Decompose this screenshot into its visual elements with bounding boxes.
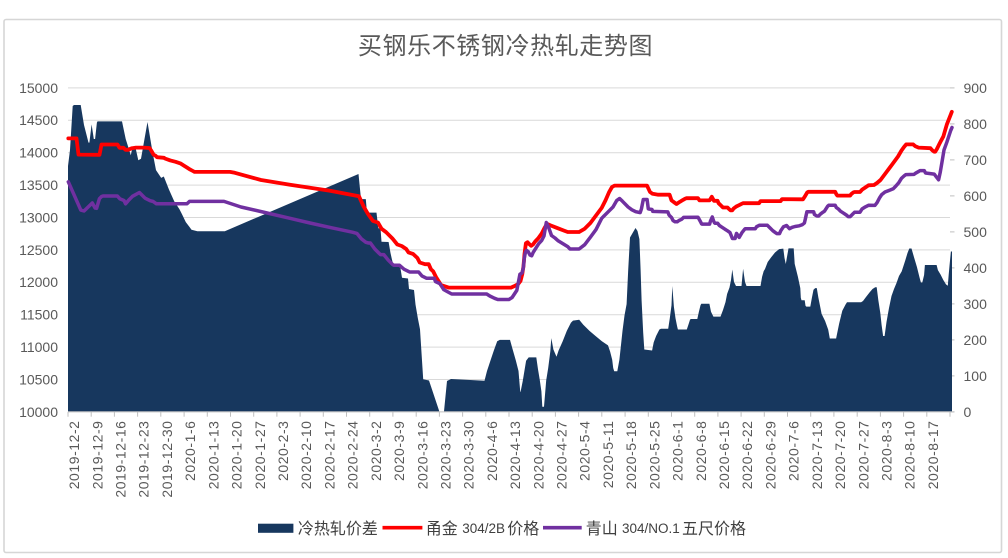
svg-text:2020-1-6: 2020-1-6 bbox=[182, 421, 198, 481]
svg-text:2020-1-13: 2020-1-13 bbox=[205, 421, 221, 490]
svg-text:14000: 14000 bbox=[19, 145, 58, 161]
svg-text:价格: 价格 bbox=[507, 520, 539, 538]
svg-text:2020-3-9: 2020-3-9 bbox=[391, 421, 407, 481]
svg-text:2019-12-16: 2019-12-16 bbox=[113, 421, 129, 498]
svg-text:15000: 15000 bbox=[19, 80, 58, 96]
svg-text:2020-5-4: 2020-5-4 bbox=[577, 421, 593, 481]
svg-text:2020-8-10: 2020-8-10 bbox=[902, 421, 918, 490]
svg-text:2020-4-13: 2020-4-13 bbox=[507, 421, 523, 490]
svg-text:2020-3-2: 2020-3-2 bbox=[368, 421, 384, 481]
svg-text:2020-3-16: 2020-3-16 bbox=[414, 421, 430, 490]
svg-text:2019-12-23: 2019-12-23 bbox=[136, 421, 152, 498]
svg-text:2020-7-27: 2020-7-27 bbox=[855, 421, 871, 490]
svg-text:2019-12-30: 2019-12-30 bbox=[159, 421, 175, 498]
svg-text:2020-8-17: 2020-8-17 bbox=[925, 421, 941, 490]
svg-text:10000: 10000 bbox=[19, 404, 58, 420]
svg-text:800: 800 bbox=[964, 116, 988, 132]
svg-text:2020-1-27: 2020-1-27 bbox=[252, 421, 268, 490]
svg-text:12000: 12000 bbox=[19, 274, 58, 290]
svg-text:2020-6-22: 2020-6-22 bbox=[739, 421, 755, 490]
svg-text:2020-4-20: 2020-4-20 bbox=[530, 421, 546, 490]
svg-text:2020-4-27: 2020-4-27 bbox=[554, 421, 570, 490]
svg-text:12500: 12500 bbox=[19, 242, 58, 258]
svg-text:304/2B: 304/2B bbox=[462, 521, 505, 536]
svg-text:11000: 11000 bbox=[20, 339, 58, 355]
svg-text:2020-2-3: 2020-2-3 bbox=[275, 421, 291, 481]
svg-text:300: 300 bbox=[964, 296, 988, 312]
svg-text:2020-2-17: 2020-2-17 bbox=[321, 421, 337, 490]
svg-text:青山: 青山 bbox=[586, 520, 618, 538]
svg-text:五尺价格: 五尺价格 bbox=[682, 520, 746, 538]
svg-text:2020-7-6: 2020-7-6 bbox=[786, 421, 802, 481]
svg-text:2020-3-30: 2020-3-30 bbox=[461, 421, 477, 490]
svg-text:600: 600 bbox=[964, 188, 988, 204]
svg-text:2020-3-23: 2020-3-23 bbox=[438, 421, 454, 490]
svg-text:500: 500 bbox=[964, 224, 988, 240]
svg-text:2020-6-15: 2020-6-15 bbox=[716, 421, 732, 490]
svg-text:13500: 13500 bbox=[19, 177, 58, 193]
svg-text:2020-5-18: 2020-5-18 bbox=[623, 421, 639, 490]
svg-text:2020-1-20: 2020-1-20 bbox=[229, 421, 245, 490]
svg-text:200: 200 bbox=[964, 332, 988, 348]
svg-text:2019-12-2: 2019-12-2 bbox=[66, 421, 82, 490]
svg-text:700: 700 bbox=[964, 152, 988, 168]
svg-text:2020-7-20: 2020-7-20 bbox=[832, 421, 848, 490]
svg-text:2020-4-6: 2020-4-6 bbox=[484, 421, 500, 481]
svg-text:11500: 11500 bbox=[20, 307, 58, 323]
svg-text:10500: 10500 bbox=[19, 371, 58, 387]
svg-text:2020-2-10: 2020-2-10 bbox=[298, 421, 314, 490]
svg-text:13000: 13000 bbox=[19, 209, 58, 225]
svg-text:2020-6-8: 2020-6-8 bbox=[693, 421, 709, 481]
svg-text:2020-6-1: 2020-6-1 bbox=[670, 421, 686, 481]
svg-text:400: 400 bbox=[964, 260, 988, 276]
svg-text:甬金: 甬金 bbox=[426, 520, 458, 538]
svg-text:买钢乐不锈钢冷热轧走势图: 买钢乐不锈钢冷热轧走势图 bbox=[358, 33, 653, 60]
svg-text:0: 0 bbox=[964, 404, 972, 420]
svg-text:100: 100 bbox=[964, 368, 988, 384]
svg-text:2020-7-13: 2020-7-13 bbox=[809, 421, 825, 490]
svg-text:2020-5-11: 2020-5-11 bbox=[600, 421, 616, 489]
svg-text:14500: 14500 bbox=[19, 112, 58, 128]
svg-text:304/NO.1: 304/NO.1 bbox=[622, 521, 680, 536]
svg-text:冷热轧价差: 冷热轧价差 bbox=[298, 520, 378, 538]
svg-text:2019-12-9: 2019-12-9 bbox=[89, 421, 105, 490]
svg-text:2020-2-24: 2020-2-24 bbox=[345, 421, 361, 490]
svg-text:900: 900 bbox=[964, 80, 988, 96]
svg-text:2020-8-3: 2020-8-3 bbox=[879, 421, 895, 481]
svg-text:2020-5-25: 2020-5-25 bbox=[646, 421, 662, 490]
svg-text:2020-6-29: 2020-6-29 bbox=[762, 421, 778, 490]
